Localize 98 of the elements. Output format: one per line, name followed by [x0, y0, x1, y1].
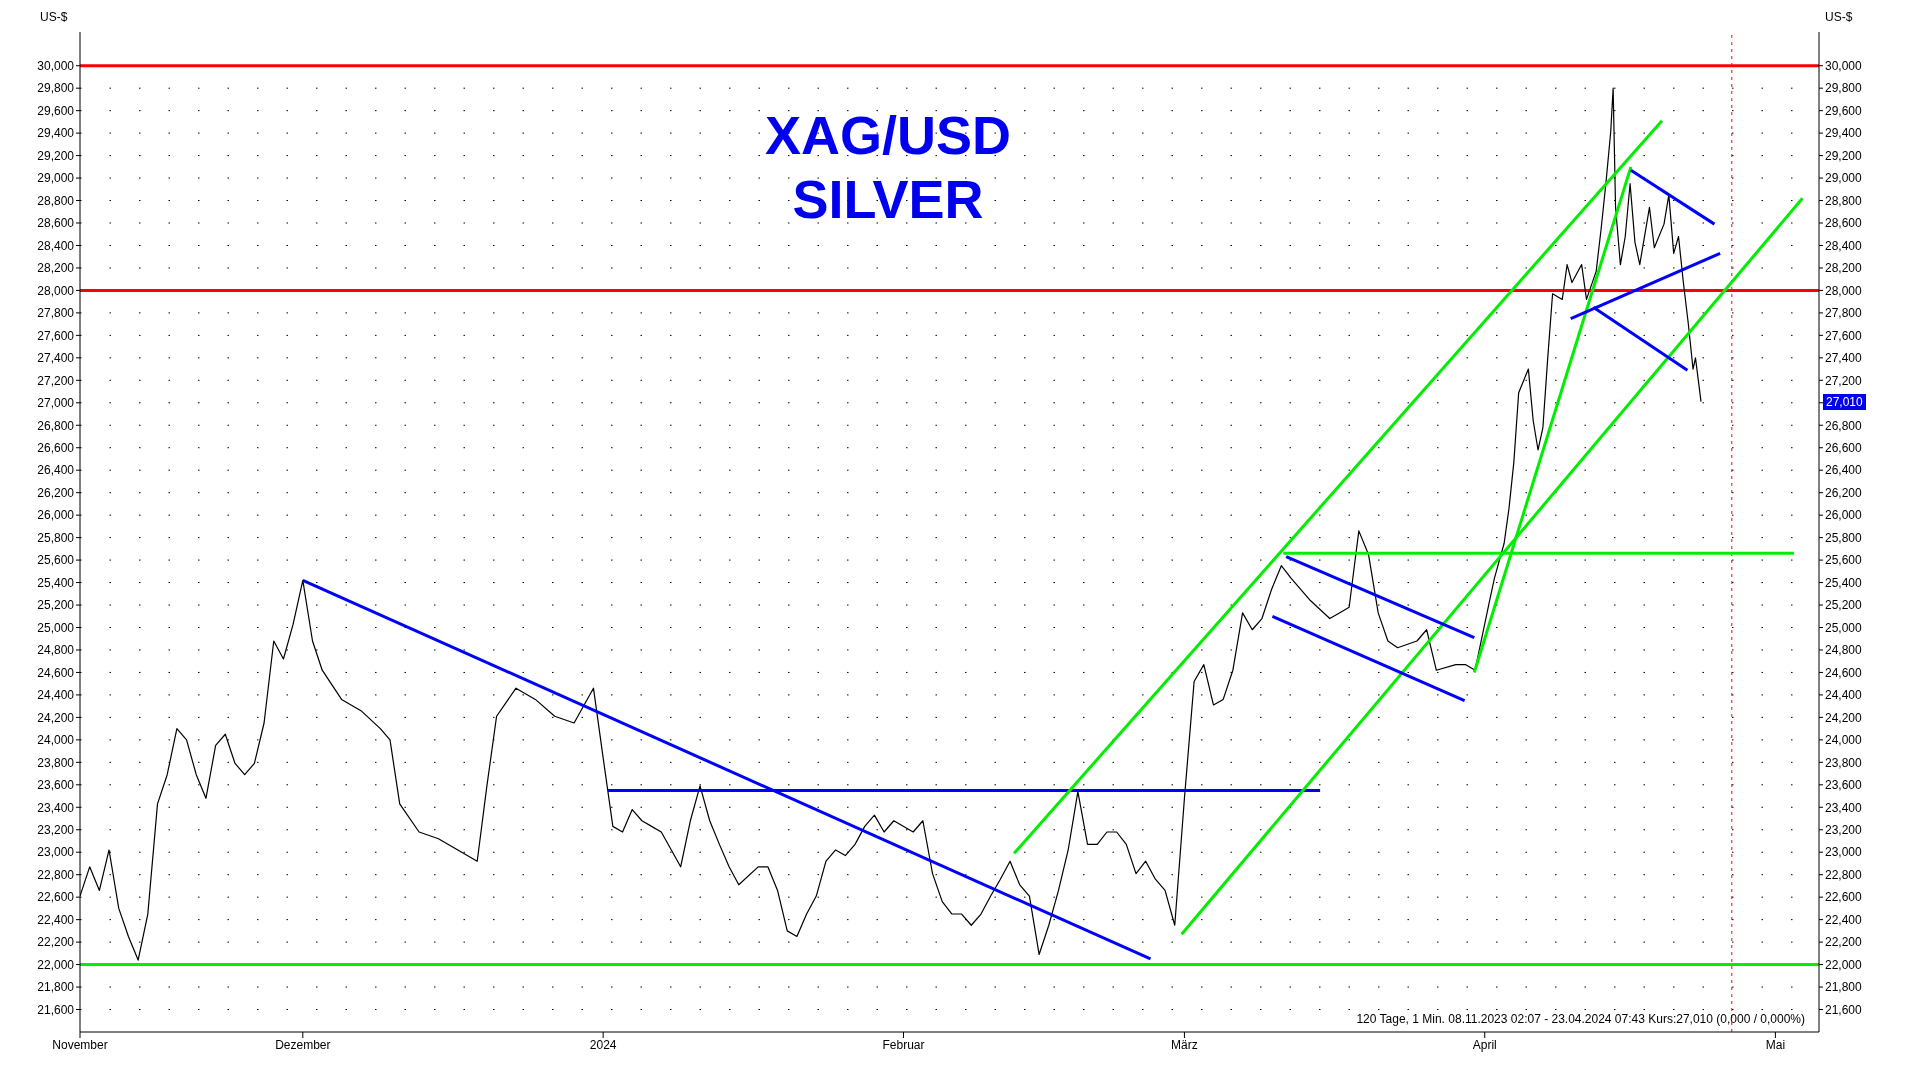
y2-tick-label: 30,000 — [1825, 58, 1863, 73]
y-tick-label: 22,600 — [37, 890, 75, 905]
y2-tick-label: 24,400 — [1825, 688, 1863, 703]
y-tick-label: 25,600 — [37, 553, 75, 568]
y2-tick-label: 21,800 — [1825, 980, 1863, 995]
y-tick-label: 28,000 — [37, 283, 75, 298]
y2-tick-label: 24,200 — [1825, 710, 1863, 725]
y2-tick-label: 28,600 — [1825, 216, 1863, 231]
y-tick-label: 30,000 — [37, 58, 75, 73]
y2-tick-label: 26,600 — [1825, 440, 1863, 455]
y-tick-label: 24,400 — [37, 688, 75, 703]
y2-tick-label: 28,800 — [1825, 193, 1863, 208]
y-tick-label: 25,400 — [37, 575, 75, 590]
y-tick-label: 29,400 — [37, 126, 75, 141]
y-tick-label: 23,200 — [37, 823, 75, 838]
y-tick-label: 26,200 — [37, 485, 75, 500]
y2-tick-label: 23,200 — [1825, 823, 1863, 838]
y-tick-label: 22,400 — [37, 912, 75, 927]
y2-tick-label: 22,800 — [1825, 867, 1863, 882]
x-tick-label: April — [1472, 1037, 1497, 1052]
y2-tick-label: 27,400 — [1825, 351, 1863, 366]
x-tick-label: Mai — [1765, 1037, 1786, 1052]
y-tick-label: 27,600 — [37, 328, 75, 343]
y2-tick-label: 23,800 — [1825, 755, 1863, 770]
y2-tick-label: 29,000 — [1825, 171, 1863, 186]
x-tick-label: Dezember — [275, 1037, 331, 1052]
y-tick-label: 26,400 — [37, 463, 75, 478]
y-tick-label: 29,000 — [37, 171, 75, 186]
y-tick-label: 22,200 — [37, 935, 75, 950]
y2-tick-label: 29,200 — [1825, 148, 1863, 163]
y2-tick-label: 29,400 — [1825, 126, 1863, 141]
y2-tick-label: 25,000 — [1825, 620, 1863, 635]
y2-tick-label: 22,200 — [1825, 935, 1863, 950]
y2-tick-label: 28,200 — [1825, 261, 1863, 276]
y2-tick-label: 24,000 — [1825, 733, 1863, 748]
y-tick-label: 27,200 — [37, 373, 75, 388]
y-tick-label: 28,200 — [37, 261, 75, 276]
y-tick-label: 26,000 — [37, 508, 75, 523]
y2-tick-label: 29,600 — [1825, 103, 1863, 118]
y-tick-label: 24,800 — [37, 643, 75, 658]
y-tick-label: 23,800 — [37, 755, 75, 770]
y2-tick-label: 22,600 — [1825, 890, 1863, 905]
y2-tick-label: 22,400 — [1825, 912, 1863, 927]
y-tick-label: 25,200 — [37, 598, 75, 613]
y2-axis-title: US-$ — [1825, 10, 1853, 24]
text: 27,010 — [1823, 393, 1866, 410]
y-tick-label: 21,600 — [37, 1002, 75, 1017]
y-tick-label: 28,600 — [37, 216, 75, 231]
y-tick-label: 29,200 — [37, 148, 75, 163]
y-tick-label: 24,600 — [37, 665, 75, 680]
y-tick-label: 23,600 — [37, 778, 75, 793]
y2-tick-label: 28,000 — [1825, 283, 1863, 298]
y2-tick-label: 24,600 — [1825, 665, 1863, 680]
y-tick-label: 26,800 — [37, 418, 75, 433]
y-tick-label: 24,000 — [37, 733, 75, 748]
y2-tick-label: 25,400 — [1825, 575, 1863, 590]
y-tick-label: 23,000 — [37, 845, 75, 860]
y-tick-label: 28,800 — [37, 193, 75, 208]
y2-tick-label: 25,200 — [1825, 598, 1863, 613]
y2-tick-label: 25,600 — [1825, 553, 1863, 568]
y2-tick-label: 27,200 — [1825, 373, 1863, 388]
y2-tick-label: 23,600 — [1825, 778, 1863, 793]
y2-tick-label: 26,000 — [1825, 508, 1863, 523]
y-tick-label: 27,400 — [37, 351, 75, 366]
y-tick-label: 29,600 — [37, 103, 75, 118]
y2-tick-label: 26,400 — [1825, 463, 1863, 478]
y-tick-label: 21,800 — [37, 980, 75, 995]
y2-tick-label: 22,000 — [1825, 957, 1863, 972]
y-tick-label: 26,600 — [37, 440, 75, 455]
y-tick-label: 28,400 — [37, 238, 75, 253]
x-tick-label: März — [1171, 1037, 1198, 1052]
y2-tick-label: 29,800 — [1825, 81, 1863, 96]
y2-tick-label: 24,800 — [1825, 643, 1863, 658]
y2-tick-label: 26,800 — [1825, 418, 1863, 433]
y-tick-label: 29,800 — [37, 81, 75, 96]
y2-tick-label: 23,400 — [1825, 800, 1863, 815]
text: SILVER — [791, 168, 985, 230]
y-tick-label: 25,800 — [37, 530, 75, 545]
y-tick-label: 23,400 — [37, 800, 75, 815]
y-axis-title: US-$ — [40, 10, 68, 24]
y2-tick-label: 23,000 — [1825, 845, 1863, 860]
y2-tick-label: 25,800 — [1825, 530, 1863, 545]
y-tick-label: 22,800 — [37, 867, 75, 882]
y2-tick-label: 27,800 — [1825, 306, 1863, 321]
annotation: 120 Tage, 1 Min. 08.11.2023 02:07 - 23.04.2024 07:43 Kurs:27,010 (0,000 / 0,000%) — [1356, 1012, 1805, 1026]
text: XAG/USD — [763, 104, 1012, 166]
x-tick-label: November — [52, 1037, 108, 1052]
y-tick-label: 25,000 — [37, 620, 75, 635]
y2-tick-label: 27,600 — [1825, 328, 1863, 343]
y2-tick-label: 21,600 — [1825, 1002, 1863, 1017]
x-tick-label: 2024 — [589, 1037, 617, 1052]
y-tick-label: 27,000 — [37, 396, 75, 411]
y-tick-label: 22,000 — [37, 957, 75, 972]
y2-tick-label: 28,400 — [1825, 238, 1863, 253]
y-tick-label: 27,800 — [37, 306, 75, 321]
y2-tick-label: 26,200 — [1825, 485, 1863, 500]
x-tick-label: Februar — [882, 1037, 925, 1052]
y-tick-label: 24,200 — [37, 710, 75, 725]
